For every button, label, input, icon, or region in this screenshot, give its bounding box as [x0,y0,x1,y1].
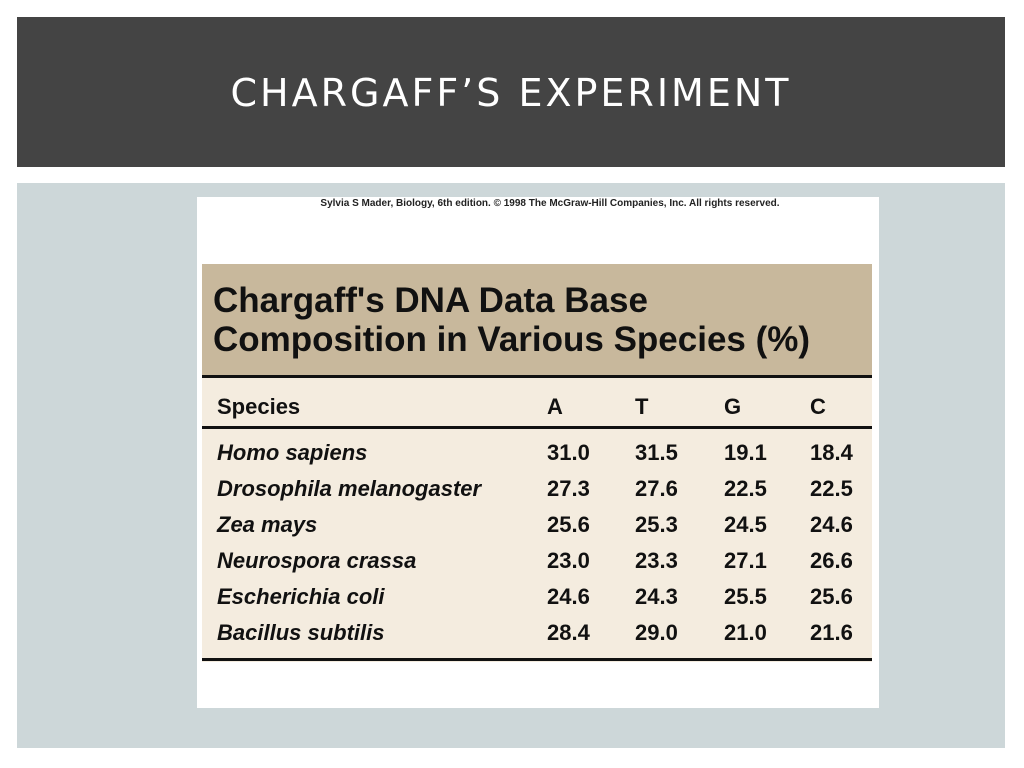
value-cell-t: 23.3 [635,548,678,573]
table-title: Chargaff's DNA Data Base Composition in … [213,281,873,359]
value-cell-c: 22.5 [810,476,853,501]
table-title-line2: Composition in Various Species (%) [213,320,811,359]
column-header-a: A [547,394,563,419]
table-rule-header [202,426,872,429]
column-header-c: C [810,394,826,419]
species-cell: Drosophila melanogaster [217,476,482,501]
value-cell-g: 25.5 [724,584,767,609]
value-cell-g: 19.1 [724,440,767,465]
table-title-box [202,264,872,375]
value-cell-t: 25.3 [635,512,678,537]
species-cell: Zea mays [217,512,318,537]
figure-image: Sylvia S Mader, Biology, 6th edition. © … [197,197,879,708]
species-cell: Neurospora crassa [217,548,417,573]
column-header-g: G [724,394,742,419]
value-cell-c: 26.6 [810,548,853,573]
slide-title: CHARGAFF’S EXPERIMENT [230,71,792,115]
value-cell-c: 18.4 [810,440,853,465]
value-cell-g: 21.0 [724,620,767,645]
value-cell-t: 31.5 [635,440,678,465]
figure-credit: Sylvia S Mader, Biology, 6th edition. © … [320,198,780,209]
value-cell-t: 29.0 [635,620,678,645]
value-cell-a: 25.6 [547,512,590,537]
species-cell: Escherichia coli [217,584,385,609]
value-cell-g: 27.1 [724,548,767,573]
value-cell-c: 24.6 [810,512,853,537]
value-cell-a: 23.0 [547,548,590,573]
title-bar: CHARGAFF’S EXPERIMENT [17,17,1005,167]
value-cell-c: 21.6 [810,620,853,645]
value-cell-a: 31.0 [547,440,590,465]
table-rule-bottom [202,658,872,661]
column-header-t: T [635,394,649,419]
value-cell-g: 24.5 [724,512,767,537]
table-title-line1: Chargaff's DNA Data Base [213,281,648,320]
value-cell-t: 24.3 [635,584,678,609]
species-cell: Bacillus subtilis [217,620,385,645]
value-cell-c: 25.6 [810,584,853,609]
column-header-species: Species [217,394,301,419]
value-cell-t: 27.6 [635,476,678,501]
value-cell-g: 22.5 [724,476,767,501]
value-cell-a: 28.4 [547,620,590,645]
table-body [202,375,872,662]
table-rule-top [202,375,872,378]
value-cell-a: 24.6 [547,584,590,609]
species-cell: Homo sapiens [217,440,368,465]
value-cell-a: 27.3 [547,476,590,501]
